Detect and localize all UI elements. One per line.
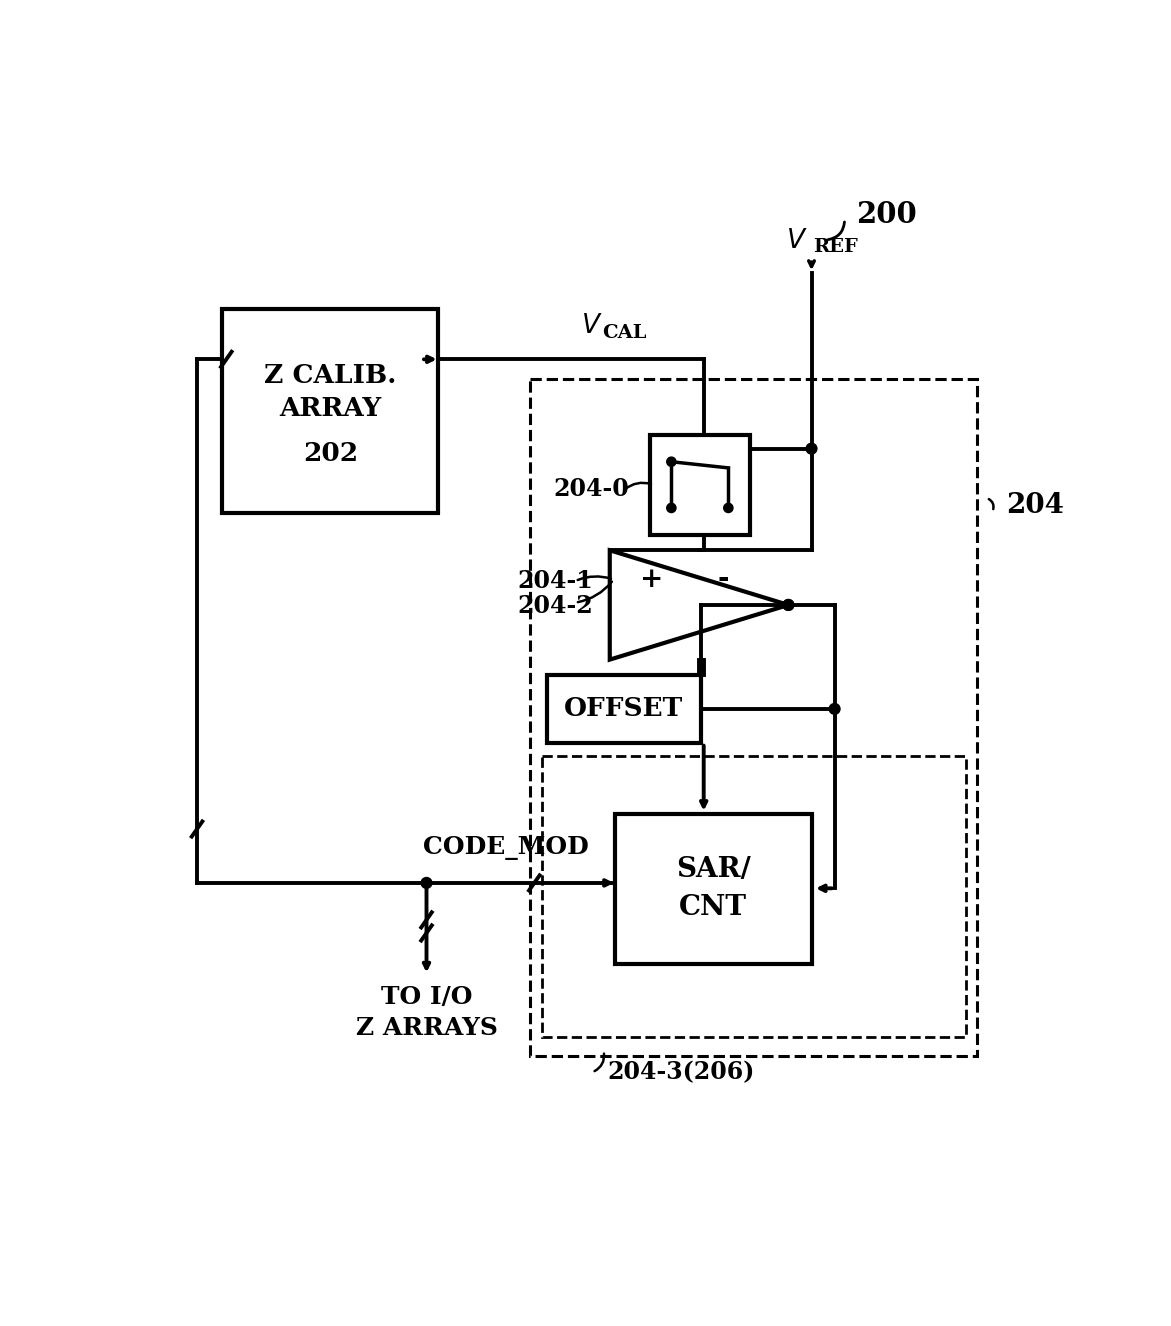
Circle shape xyxy=(724,504,733,513)
Bar xyxy=(615,814,812,964)
Text: $V$: $V$ xyxy=(786,228,808,253)
Circle shape xyxy=(783,599,794,610)
Text: 204: 204 xyxy=(1006,492,1064,518)
Text: OFFSET: OFFSET xyxy=(564,696,683,721)
Text: +: + xyxy=(641,566,664,593)
Bar xyxy=(650,435,749,534)
Bar xyxy=(547,675,700,743)
Text: CODE_MOD: CODE_MOD xyxy=(423,835,588,859)
Text: 204-0: 204-0 xyxy=(554,476,629,501)
Text: 202: 202 xyxy=(302,442,358,467)
Text: 200: 200 xyxy=(856,200,917,229)
Circle shape xyxy=(666,504,676,513)
Text: $V$: $V$ xyxy=(581,313,602,338)
Circle shape xyxy=(806,443,817,453)
Text: 204-3(206): 204-3(206) xyxy=(608,1059,755,1085)
Bar xyxy=(530,378,977,1057)
Circle shape xyxy=(783,599,794,610)
Text: SAR/
CNT: SAR/ CNT xyxy=(676,857,751,922)
Circle shape xyxy=(829,704,840,715)
Text: TO I/O
Z ARRAYS: TO I/O Z ARRAYS xyxy=(356,985,498,1040)
Text: Z CALIB.
ARRAY: Z CALIB. ARRAY xyxy=(265,363,397,422)
Bar xyxy=(542,756,966,1037)
Text: CAL: CAL xyxy=(602,325,646,342)
Bar xyxy=(222,309,438,513)
Circle shape xyxy=(422,878,432,888)
Text: 204-2: 204-2 xyxy=(518,594,594,618)
Text: -: - xyxy=(717,566,728,593)
Text: REF: REF xyxy=(813,239,858,256)
Text: 204-1: 204-1 xyxy=(518,569,594,593)
Circle shape xyxy=(666,457,676,467)
